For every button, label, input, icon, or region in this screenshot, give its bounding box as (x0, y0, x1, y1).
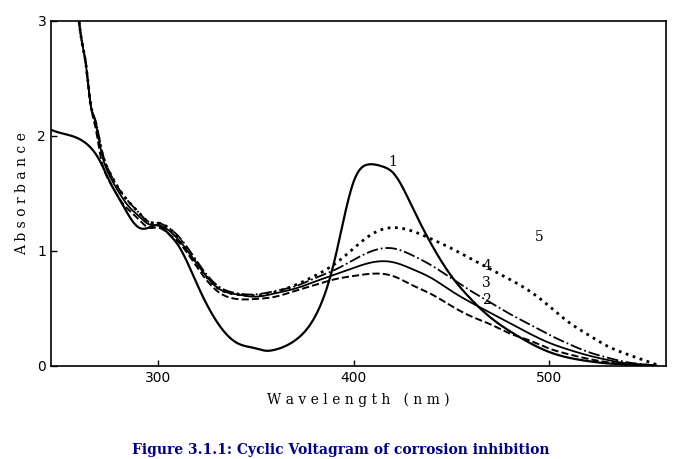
Text: 1: 1 (389, 155, 398, 169)
Text: 4: 4 (483, 258, 492, 273)
Text: 2: 2 (483, 293, 491, 307)
Text: 3: 3 (483, 276, 491, 290)
Text: 5: 5 (535, 230, 544, 244)
Text: Figure 3.1.1: Cyclic Voltagram of corrosion inhibition: Figure 3.1.1: Cyclic Voltagram of corros… (131, 443, 550, 458)
Y-axis label: A b s o r b a n c e: A b s o r b a n c e (15, 132, 29, 255)
X-axis label: W a v e l e n g t h   ( n m ): W a v e l e n g t h ( n m ) (267, 393, 450, 407)
